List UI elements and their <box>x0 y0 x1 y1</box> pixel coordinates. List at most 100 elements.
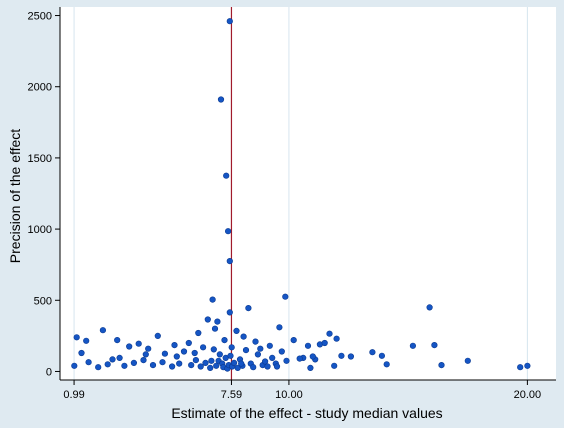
data-point <box>214 318 221 325</box>
data-point <box>226 258 233 265</box>
data-point <box>130 359 137 367</box>
data-point <box>211 325 219 332</box>
data-point <box>173 353 180 360</box>
x-tick-label-highlight: 7.59 <box>221 389 242 401</box>
data-point <box>171 342 178 349</box>
data-point <box>73 334 80 341</box>
data-point <box>109 356 116 363</box>
data-point <box>278 348 285 355</box>
data-point <box>464 357 471 364</box>
data-point <box>210 346 217 353</box>
data-point <box>121 362 128 369</box>
data-point <box>250 364 257 371</box>
data-point <box>159 359 166 366</box>
data-point <box>254 351 261 358</box>
data-point <box>231 359 238 367</box>
data-point <box>126 343 133 350</box>
data-point <box>333 335 340 342</box>
vertical-lines <box>73 7 528 380</box>
data-point <box>114 337 121 344</box>
data-point <box>204 316 211 323</box>
data-point <box>99 327 106 334</box>
data-point <box>276 324 283 331</box>
x-axis-ticks: 0.99 7.59 10.00 20.00 <box>63 380 541 401</box>
data-point <box>208 357 215 364</box>
data-point <box>438 362 445 369</box>
data-point <box>326 330 333 337</box>
data-point <box>233 327 240 335</box>
y-axis-title: Precision of the effect <box>7 129 23 263</box>
data-point <box>228 344 235 351</box>
y-tick-label: 2000 <box>28 82 52 94</box>
data-point <box>282 293 289 300</box>
data-point <box>296 355 303 362</box>
data-point <box>195 329 202 337</box>
data-point <box>169 363 176 370</box>
data-point <box>95 364 102 371</box>
data-point <box>409 342 417 349</box>
data-point <box>524 362 531 369</box>
data-point <box>217 96 225 103</box>
data-point <box>426 304 433 311</box>
data-point <box>321 339 328 347</box>
data-point <box>226 309 233 316</box>
data-point <box>149 362 157 369</box>
y-tick-label: 1000 <box>28 224 52 236</box>
data-point <box>188 362 195 369</box>
y-axis-ticks: 0 500 1000 1500 2000 2500 <box>28 11 60 378</box>
data-point <box>225 228 232 235</box>
data-point <box>226 18 233 25</box>
data-point <box>273 363 281 370</box>
data-point <box>145 345 152 352</box>
data-point <box>304 342 312 349</box>
data-point <box>200 344 207 351</box>
data-point <box>309 353 316 360</box>
data-point <box>161 350 168 357</box>
x-tick-label: 10.00 <box>275 389 303 401</box>
data-point <box>142 351 149 358</box>
data-point <box>213 362 220 369</box>
plot-area <box>60 7 556 380</box>
data-point <box>185 339 192 347</box>
data-point <box>116 354 123 362</box>
data-point <box>202 359 209 367</box>
y-tick-label: 2500 <box>28 11 52 23</box>
data-point <box>191 349 198 357</box>
data-point <box>71 362 78 369</box>
data-point <box>140 357 147 364</box>
data-point <box>192 357 199 364</box>
data-point <box>221 337 228 344</box>
data-point <box>197 363 204 370</box>
x-axis-title: Estimate of the effect - study median va… <box>171 405 442 421</box>
data-point <box>307 364 314 372</box>
data-point <box>238 360 245 367</box>
data-point <box>135 340 142 347</box>
data-point <box>154 332 161 340</box>
data-point <box>176 360 183 367</box>
data-point <box>252 338 259 345</box>
data-point <box>383 361 390 368</box>
data-point <box>104 361 111 368</box>
data-point <box>264 363 271 370</box>
y-tick-label: 0 <box>46 366 52 378</box>
data-point <box>85 359 92 366</box>
data-point <box>517 364 524 371</box>
data-point <box>207 364 214 372</box>
data-point <box>269 354 276 362</box>
data-point <box>227 352 234 359</box>
data-point <box>257 345 264 352</box>
data-point <box>331 362 338 369</box>
y-tick-label: 500 <box>34 295 52 307</box>
x-tick-label: 0.99 <box>63 389 84 401</box>
data-point <box>209 296 216 303</box>
data-point <box>283 357 290 364</box>
data-point <box>245 305 252 312</box>
data-point <box>378 352 386 359</box>
data-point <box>83 337 90 344</box>
data-point <box>216 351 223 358</box>
data-point <box>290 337 297 344</box>
data-point <box>369 349 376 356</box>
data-point <box>240 333 247 340</box>
axes <box>59 7 556 381</box>
